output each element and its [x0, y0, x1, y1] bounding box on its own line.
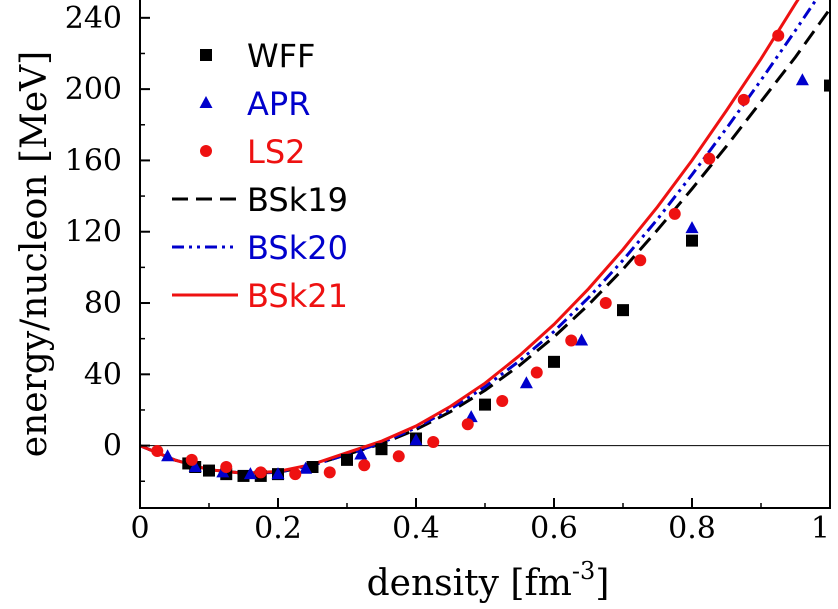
data-point-apr	[161, 449, 175, 462]
legend-label-bsk20: BSk20	[247, 229, 348, 267]
data-point-wff	[203, 464, 215, 477]
legend-swatch-apr	[199, 96, 213, 108]
data-point-ls2	[703, 152, 716, 165]
data-point-ls2	[668, 207, 681, 220]
y-axis-title: energy/nucleon [MeV]	[14, 51, 55, 457]
data-point-apr	[685, 221, 699, 234]
series-line-bsk20	[140, 0, 818, 475]
x-axis-title: density [fm-3]	[367, 557, 610, 604]
data-point-wff	[341, 453, 353, 466]
x-tick-label: 1	[811, 511, 830, 546]
data-point-wff	[686, 234, 698, 247]
legend-swatch-wff	[200, 49, 212, 61]
y-tick-label: 160	[65, 143, 122, 178]
data-point-apr	[299, 461, 313, 474]
data-point-wff	[548, 355, 560, 368]
legend-label-bsk21: BSk21	[247, 277, 348, 315]
data-point-wff	[479, 398, 491, 411]
legend-label-ls2: LS2	[247, 133, 306, 171]
plot-frame	[139, 0, 831, 509]
data-point-apr	[409, 433, 423, 446]
series-line-bsk21	[140, 0, 800, 475]
y-tick-label: 200	[65, 72, 122, 107]
data-point-wff	[617, 304, 629, 317]
data-point-apr	[271, 467, 285, 480]
data-point-ls2	[461, 418, 474, 431]
data-point-ls2	[565, 334, 578, 347]
data-point-apr	[188, 460, 202, 473]
legend: WFF APR LS2 BSk19 BSk20 BSk21	[172, 37, 348, 315]
data-point-apr	[354, 447, 368, 460]
y-tick-label: 80	[84, 286, 122, 321]
legend-label-wff: WFF	[247, 37, 315, 75]
y-tick-label: 120	[65, 215, 122, 250]
data-point-ls2	[772, 29, 785, 42]
y-tick-label: 240	[65, 1, 122, 36]
y-tick-label: 40	[84, 357, 122, 392]
ticks-layer: 0 0.2 0.4 0.6 0.8 1 0 40 80 120 160 200 240	[65, 1, 831, 546]
data-point-ls2	[358, 459, 371, 472]
data-point-wff	[375, 443, 388, 456]
x-tick-label: 0.2	[254, 511, 302, 546]
series-points-layer	[151, 29, 830, 482]
x-tick-label: 0.4	[392, 511, 440, 546]
data-point-ls2	[185, 453, 198, 466]
data-point-ls2	[323, 466, 336, 479]
x-tick-label: 0.8	[668, 511, 716, 546]
data-point-ls2	[530, 366, 543, 379]
data-point-ls2	[392, 450, 405, 463]
data-point-apr	[243, 467, 257, 480]
data-point-ls2	[254, 466, 267, 479]
data-point-ls2	[634, 254, 647, 267]
legend-swatch-ls2	[200, 145, 212, 157]
legend-label-apr: APR	[247, 85, 310, 123]
data-point-ls2	[220, 461, 233, 474]
data-point-ls2	[289, 468, 302, 481]
data-point-ls2	[496, 395, 509, 408]
data-point-ls2	[599, 297, 612, 310]
data-point-ls2	[737, 93, 750, 106]
data-point-wff	[824, 79, 830, 92]
x-tick-label: 0	[130, 511, 149, 546]
data-point-apr	[575, 333, 589, 346]
series-line-bsk19	[140, 8, 830, 475]
x-tick-label: 0.6	[530, 511, 578, 546]
data-point-apr	[519, 376, 533, 389]
legend-label-bsk19: BSk19	[247, 181, 348, 219]
y-tick-label: 0	[103, 429, 122, 464]
data-point-ls2	[427, 436, 440, 449]
data-point-ls2	[151, 444, 164, 457]
data-point-apr	[795, 73, 809, 86]
